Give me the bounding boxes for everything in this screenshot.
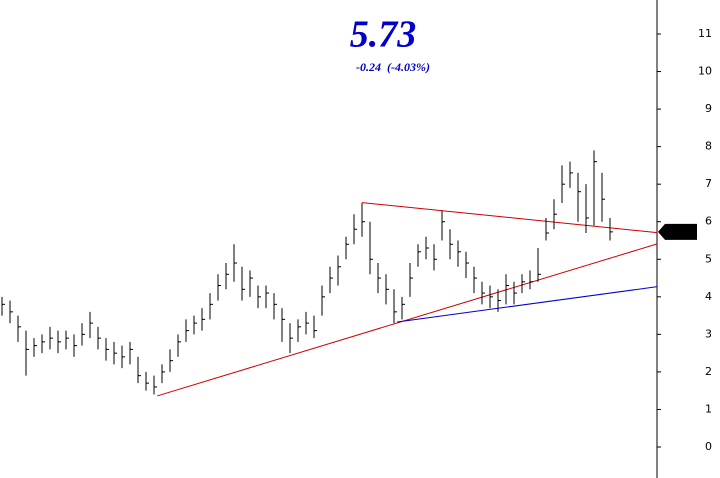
trendline	[397, 286, 658, 323]
y-tick-label: 0	[705, 440, 712, 453]
y-tick-label: 5	[705, 252, 712, 265]
trendline	[157, 243, 658, 397]
y-tick-label: 1	[705, 402, 712, 415]
y-tick-label: 3	[705, 327, 712, 340]
trendline	[361, 202, 658, 234]
price-tag	[658, 223, 697, 240]
y-tick-label: 11	[698, 27, 712, 40]
y-tick-label: 6	[705, 215, 712, 228]
y-tick-label: 8	[705, 140, 712, 153]
y-tick-label: 9	[705, 102, 712, 115]
y-tick-label: 2	[705, 365, 712, 378]
y-tick-label: 10	[698, 65, 712, 78]
y-tick-label: 4	[705, 290, 712, 303]
y-tick-label: 7	[705, 177, 712, 190]
chart-subtitle: -0.24 (-4.03%)	[356, 60, 430, 74]
chart-title: 5.73	[350, 14, 417, 56]
price-tag-label: 5.73	[669, 226, 694, 239]
